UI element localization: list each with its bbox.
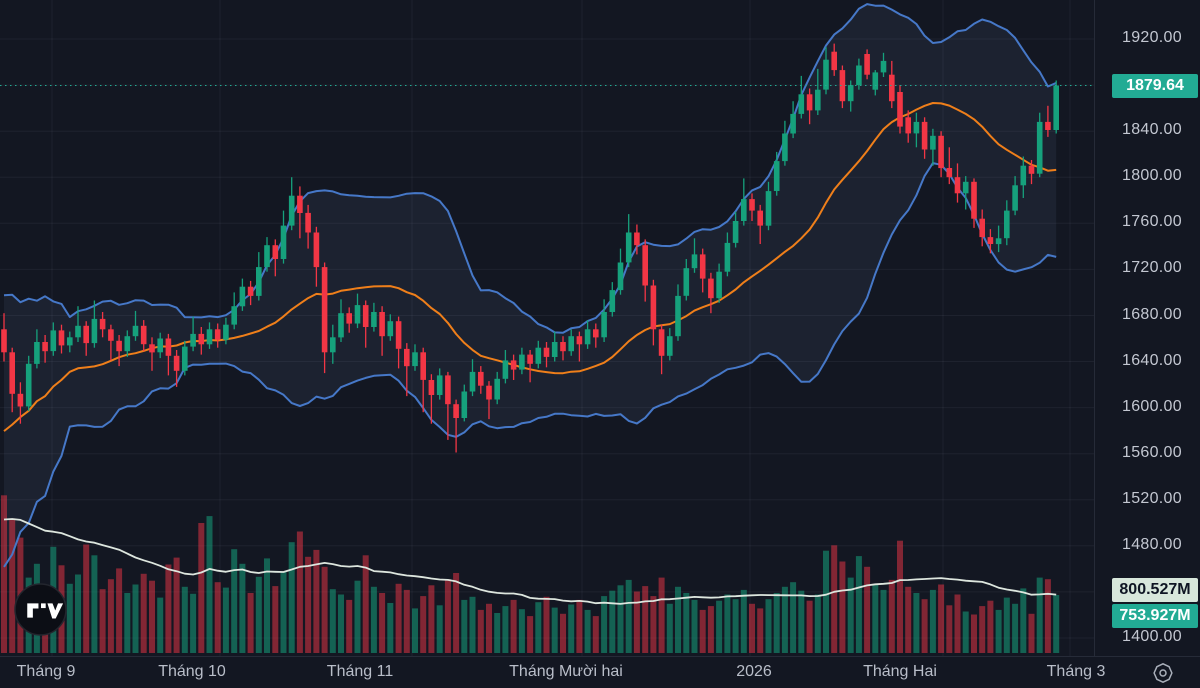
bollinger-lower-band-line — [3, 162, 1057, 568]
volume-bars — [1, 495, 1060, 653]
bollinger-band-fill — [4, 4, 1057, 567]
candles — [1, 43, 1059, 453]
last-price-label: 1879.64 — [1112, 73, 1198, 98]
price-axis-label: 1680.00 — [1122, 305, 1182, 323]
volume-ma-value-label: 800.527M — [1112, 578, 1198, 602]
price-axis-label: 1640.00 — [1122, 351, 1182, 369]
time-axis-label: Tháng 3 — [1046, 663, 1106, 680]
price-axis-label: 1800.00 — [1122, 167, 1182, 185]
price-axis-label: 1720.00 — [1122, 259, 1182, 277]
time-axis-label: Tháng 10 — [158, 663, 226, 680]
price-axis-label: 1520.00 — [1122, 489, 1182, 507]
time-axis-label: Tháng 11 — [326, 663, 394, 680]
time-axis-label: Tháng Mười hai — [509, 663, 623, 680]
price-axis-label: 1760.00 — [1122, 213, 1182, 231]
price-axis-label: 1920.00 — [1122, 29, 1182, 46]
logo-circle — [14, 583, 67, 636]
tradingview-logo[interactable] — [14, 583, 67, 636]
time-axis-label: Tháng Hai — [863, 663, 937, 680]
price-axis-label: 1480.00 — [1122, 535, 1182, 553]
price-axis-scale[interactable]: 1920.00 1840.00 1800.00 1760.00 1720.00 1680.… — [1094, 0, 1200, 656]
time-axis-label: Tháng 9 — [16, 663, 76, 680]
time-axis-label: 2026 — [736, 663, 772, 680]
time-axis-scale[interactable]: Tháng 9 Tháng 10 Tháng 11 Tháng Mười hai 202… — [0, 656, 1200, 688]
price-axis-label: 1560.00 — [1122, 443, 1182, 461]
price-axis-label: 1400.00 — [1122, 628, 1182, 645]
price-chart-canvas[interactable] — [0, 0, 1094, 656]
bollinger-upper-band-line — [3, 3, 1057, 334]
price-axis-label: 1840.00 — [1122, 121, 1182, 139]
volume-value-label: 753.927M — [1112, 604, 1198, 628]
axis-settings-gear-icon[interactable] — [1150, 660, 1176, 686]
volume-ma-line — [3, 518, 1057, 605]
price-axis-label: 1600.00 — [1122, 397, 1182, 415]
